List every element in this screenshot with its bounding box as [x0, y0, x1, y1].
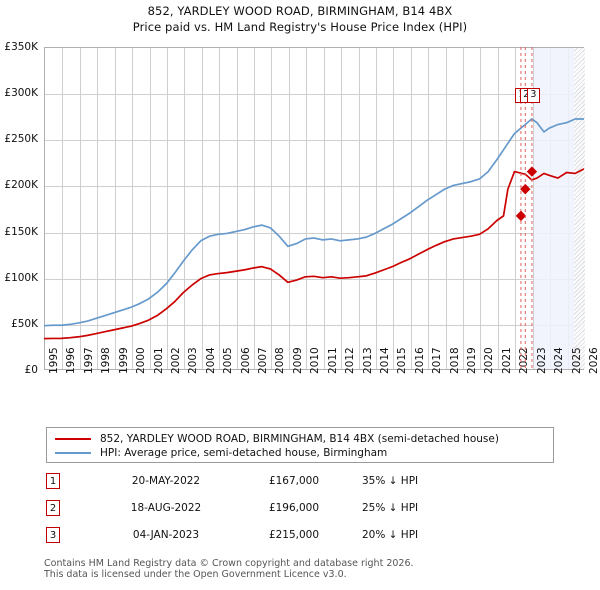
legend-item-price-paid: 852, YARDLEY WOOD ROAD, BIRMINGHAM, B14 … [55, 432, 545, 446]
page-title: 852, YARDLEY WOOD ROAD, BIRMINGHAM, B14 … [0, 3, 600, 35]
y-axis-tick-label: £0 [24, 364, 38, 376]
table-row: 2 18-AUG-2022 £196,000 25% ↓ HPI [44, 499, 514, 526]
series-line [44, 168, 584, 340]
y-axis-tick-label: £350K [4, 41, 38, 53]
transactions-table: 1 20-MAY-2022 £167,000 35% ↓ HPI 2 18-AU… [44, 472, 514, 553]
gridline [497, 48, 499, 369]
gridline [288, 48, 290, 369]
row-price: £167,000 [268, 475, 320, 487]
gridline [45, 324, 583, 326]
gridline [79, 48, 81, 369]
row-price: £215,000 [268, 529, 320, 541]
table-row: 3 04-JAN-2023 £215,000 20% ↓ HPI [44, 526, 514, 553]
footer-line-1: Contains HM Land Registry data © Crown c… [44, 558, 414, 569]
gridline [463, 48, 465, 369]
hatched-edge-band [574, 48, 585, 369]
gridline [480, 48, 482, 369]
gridline [254, 48, 256, 369]
transaction-marker[interactable] [526, 166, 538, 177]
gridline [184, 48, 186, 369]
x-axis-tick-label: 2026 [588, 347, 600, 374]
legend-label-price-paid: 852, YARDLEY WOOD ROAD, BIRMINGHAM, B14 … [100, 433, 499, 445]
title-line-2: Price paid vs. HM Land Registry's House … [132, 20, 468, 34]
plot-area [44, 47, 585, 370]
gridline [201, 48, 203, 369]
gridline [166, 48, 168, 369]
series-lines [44, 47, 584, 370]
y-axis-tick-label: £200K [4, 179, 38, 192]
gridline [114, 48, 116, 369]
gridline [515, 48, 517, 369]
gridline [271, 48, 273, 369]
y-axis-tick-label: £50K [11, 317, 38, 330]
title-line-1: 852, YARDLEY WOOD ROAD, BIRMINGHAM, B14 … [147, 4, 453, 18]
gridline [306, 48, 308, 369]
gridline [45, 232, 583, 234]
footer-line-2: This data is licensed under the Open Gov… [44, 569, 347, 580]
y-axis-tick-label: £300K [4, 87, 38, 100]
y-axis-tick-label: £100K [4, 271, 38, 284]
y-axis-tick-label: £250K [4, 133, 38, 146]
point-callout-3: 3 [526, 88, 540, 103]
gridline [97, 48, 99, 369]
row-date: 18-AUG-2022 [130, 502, 202, 514]
gridline [375, 48, 377, 369]
legend-item-hpi: HPI: Average price, semi-detached house,… [55, 446, 545, 460]
series-line [44, 118, 584, 327]
row-number-badge: 3 [46, 527, 60, 543]
row-date: 20-MAY-2022 [131, 475, 201, 487]
legend-label-hpi: HPI: Average price, semi-detached house,… [100, 447, 388, 459]
y-axis-labels: £0 £50K £100K £150K £200K £250K £300K £350K [0, 0, 42, 590]
legend-swatch-price-paid [55, 438, 91, 440]
y-axis-tick-label: £150K [4, 225, 38, 238]
gridline [428, 48, 430, 369]
gridline [410, 48, 412, 369]
table-row: 1 20-MAY-2022 £167,000 35% ↓ HPI [44, 472, 514, 499]
gridline [219, 48, 221, 369]
transaction-marker[interactable] [520, 183, 531, 195]
chart-legend: 852, YARDLEY WOOD ROAD, BIRMINGHAM, B14 … [46, 427, 554, 463]
gridline [445, 48, 447, 369]
gridline [45, 278, 583, 280]
gridline [62, 48, 64, 369]
gridline [45, 186, 583, 188]
attribution-footer: Contains HM Land Registry data © Crown c… [44, 558, 564, 580]
gridline [132, 48, 134, 369]
row-number-badge: 1 [46, 473, 60, 489]
gridline [532, 48, 534, 369]
row-number-badge: 2 [46, 500, 60, 516]
legend-swatch-hpi [55, 452, 91, 454]
row-hpi-delta: 25% ↓ HPI [362, 502, 419, 514]
transaction-marker[interactable] [515, 210, 527, 222]
row-hpi-delta: 20% ↓ HPI [362, 529, 419, 541]
gridline [358, 48, 360, 369]
gridline [341, 48, 343, 369]
gridline [393, 48, 395, 369]
row-hpi-delta: 35% ↓ HPI [362, 475, 419, 487]
gridline [149, 48, 151, 369]
row-price: £196,000 [268, 502, 320, 514]
row-date: 04-JAN-2023 [132, 529, 200, 541]
gridline [323, 48, 325, 369]
gridline [45, 94, 583, 96]
gridline [45, 140, 583, 142]
gridline [236, 48, 238, 369]
